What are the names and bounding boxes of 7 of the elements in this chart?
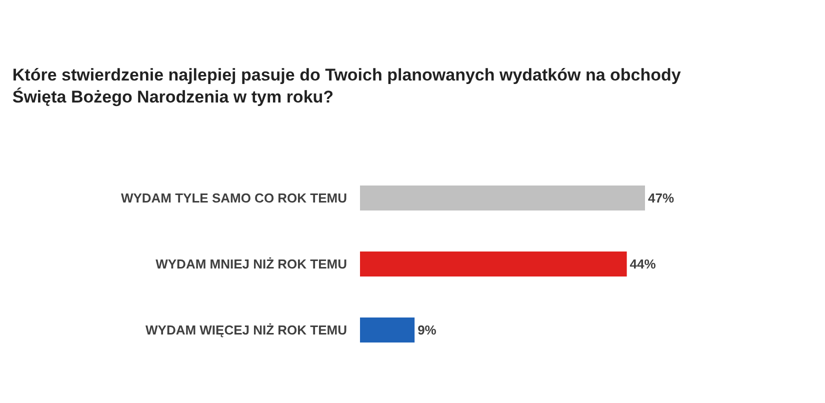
- y-tick-label: WYDAM MNIEJ NIŻ ROK TEMU: [156, 256, 347, 272]
- chart-title: Które stwierdzenie najlepiej pasuje do Twoich planowanych wydatków na obchody Święta Bożego Narodzenia w tym roku?: [12, 66, 682, 107]
- data-label: 44%: [630, 256, 656, 272]
- y-tick-label: WYDAM TYLE SAMO CO ROK TEMU: [120, 190, 347, 206]
- y-tick-label: WYDAM WIĘCEJ NIŻ ROK TEMU: [146, 322, 347, 338]
- data-label: 9%: [418, 322, 437, 338]
- data-label: 47%: [648, 190, 674, 206]
